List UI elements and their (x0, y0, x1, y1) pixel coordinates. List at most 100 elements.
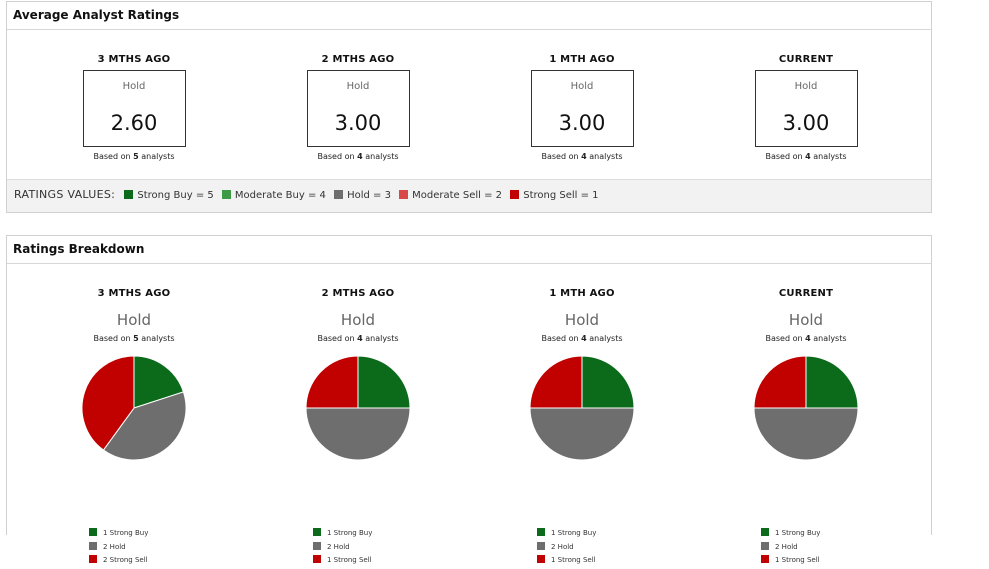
rating-column-1-mth-ago: 1 MTH AGO Hold 3.00 Based on 4 analysts (492, 54, 672, 161)
based-on-suffix: analysts (813, 334, 847, 343)
ratings-values-legend: RATINGS VALUES: Strong Buy = 5 Moderate … (7, 179, 931, 212)
analyst-count: 5 (133, 334, 139, 343)
pie-legend: 1 Strong Buy 2 Hold 2 Strong Sell (89, 528, 148, 569)
rating-label: Hold (794, 81, 818, 92)
legend-swatch (510, 190, 520, 199)
rating-label: Hold (570, 81, 594, 92)
breakdown-column-1-mth-ago: 1 MTH AGO Hold Based on 4 analysts 1 Str… (492, 288, 672, 564)
pie-slice-hold (753, 407, 859, 461)
legend-swatch (399, 190, 409, 199)
legend-label: 2 Hold (327, 542, 350, 551)
legend-swatch (761, 555, 769, 563)
pie-slice-strong-buy (133, 355, 185, 409)
panel-title: Ratings Breakdown (7, 236, 931, 264)
based-on-text: Based on 4 analysts (492, 334, 672, 343)
pie-slice-hold (529, 407, 635, 461)
pie-slice-strong-sell (529, 355, 583, 409)
rating-column-current: CURRENT Hold 3.00 Based on 4 analysts (716, 54, 896, 161)
legend-item: 2 Hold (537, 541, 596, 556)
rating-column-3-mths-ago: 3 MTHS AGO Hold 2.60 Based on 5 analysts (44, 54, 224, 161)
ratings-values-title: RATINGS VALUES: (14, 188, 116, 201)
legend-swatch (221, 190, 231, 199)
analyst-count: 4 (581, 152, 587, 161)
legend-swatch (313, 541, 321, 550)
rating-value: 3.00 (782, 111, 830, 135)
based-on-suffix: analysts (365, 152, 399, 161)
period-title: 3 MTHS AGO (97, 54, 171, 65)
legend-label: Moderate Buy = 4 (234, 190, 326, 201)
legend-swatch (537, 541, 545, 550)
analyst-count: 4 (357, 334, 363, 343)
legend-label: 1 Strong Buy (103, 529, 149, 537)
rating-box: Hold 3.00 (530, 70, 634, 147)
rating-label: Hold (346, 81, 370, 92)
breakdown-column-3-mths-ago: 3 MTHS AGO Hold Based on 5 analysts 1 St… (44, 288, 224, 564)
pie-legend: 1 Strong Buy 2 Hold 1 Strong Sell (537, 528, 596, 569)
rating-label: Hold (122, 81, 146, 92)
pie-slice-strong-sell (81, 355, 135, 451)
legend-swatch (313, 555, 321, 563)
legend-label: 1 Strong Buy (551, 529, 597, 537)
legend-label: 1 Strong Sell (327, 556, 372, 564)
rating-label: Hold (788, 311, 824, 329)
pie-slice-hold (102, 391, 187, 461)
legend-item: 1 Strong Buy (313, 528, 372, 542)
based-on-text: Based on 5 analysts (44, 334, 224, 343)
based-on-text: Based on 5 analysts (44, 152, 224, 161)
legend-label: Strong Buy = 5 (137, 190, 214, 201)
pie-chart (753, 355, 859, 461)
based-on-text: Based on 4 analysts (268, 334, 448, 343)
rating-value: 3.00 (558, 111, 606, 135)
based-on-suffix: analysts (365, 334, 399, 343)
breakdown-column-2-mths-ago: 2 MTHS AGO Hold Based on 4 analysts 1 St… (268, 288, 448, 564)
analyst-count: 4 (805, 334, 811, 343)
pie-slice-hold (305, 407, 411, 461)
legend-label: 1 Strong Sell (775, 556, 820, 564)
based-on-prefix: Based on (317, 152, 355, 161)
ratings-value-strong-buy: Strong Buy = 5 (124, 190, 214, 201)
based-on-prefix: Based on (765, 152, 803, 161)
ratings-breakdown-panel: Ratings Breakdown 3 MTHS AGO Hold Based … (6, 235, 932, 564)
legend-item: 1 Strong Sell (313, 555, 372, 569)
legend-swatch (537, 528, 545, 536)
legend-item: 2 Hold (313, 541, 372, 556)
legend-item: 1 Strong Buy (537, 528, 596, 542)
period-title: 2 MTHS AGO (321, 288, 395, 299)
based-on-text: Based on 4 analysts (716, 334, 896, 343)
legend-label: Moderate Sell = 2 (412, 190, 503, 201)
legend-label: 2 Hold (103, 542, 126, 551)
based-on-text: Based on 4 analysts (716, 152, 896, 161)
period-title: 1 MTH AGO (549, 288, 615, 299)
pie-chart (305, 355, 411, 461)
average-analyst-ratings-panel: Average Analyst Ratings 3 MTHS AGO Hold … (6, 1, 932, 213)
legend-label: Hold = 3 (347, 190, 391, 201)
legend-item: 1 Strong Buy (89, 528, 148, 542)
legend-swatch (334, 190, 344, 199)
rating-column-2-mths-ago: 2 MTHS AGO Hold 3.00 Based on 4 analysts (268, 54, 448, 161)
pie-legend: 1 Strong Buy 2 Hold 1 Strong Sell (313, 528, 372, 569)
legend-swatch (761, 528, 769, 536)
legend-label: Strong Sell = 1 (523, 190, 599, 201)
rating-value: 2.60 (110, 111, 158, 135)
analyst-count: 4 (805, 152, 811, 161)
ratings-value-moderate-sell: Moderate Sell = 2 (399, 190, 502, 201)
period-title: CURRENT (778, 54, 834, 65)
legend-item: 1 Strong Sell (537, 555, 596, 569)
pie-chart (529, 355, 635, 461)
legend-label: 2 Hold (775, 542, 798, 551)
legend-swatch (313, 528, 321, 536)
pie-slice-strong-sell (753, 355, 807, 409)
period-title: CURRENT (778, 288, 834, 299)
legend-item: 1 Strong Buy (761, 528, 820, 542)
legend-label: 2 Hold (551, 542, 574, 551)
rating-box: Hold 3.00 (754, 70, 858, 147)
ratings-value-hold: Hold = 3 (334, 190, 391, 201)
ratings-value-strong-sell: Strong Sell = 1 (510, 190, 599, 201)
based-on-prefix: Based on (541, 334, 579, 343)
legend-label: 1 Strong Buy (327, 529, 373, 537)
based-on-suffix: analysts (813, 152, 847, 161)
legend-swatch (124, 190, 134, 199)
rating-label: Hold (116, 311, 152, 329)
rating-box: Hold 2.60 (82, 70, 186, 147)
analyst-count: 4 (357, 152, 363, 161)
